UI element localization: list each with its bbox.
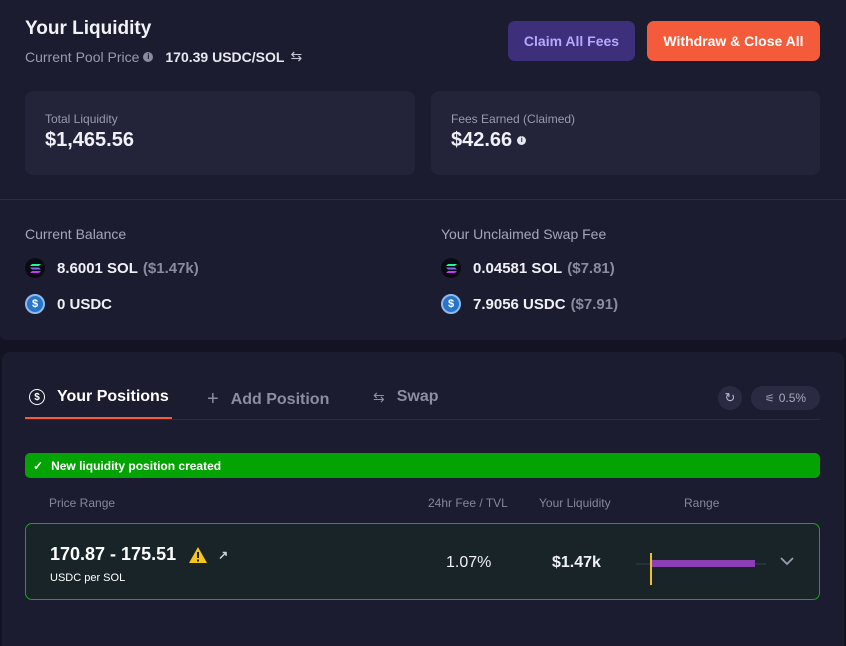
fees-earned-amount: $42.66 bbox=[451, 129, 513, 151]
swap-icon: ⇆ bbox=[373, 388, 385, 405]
active-tab-indicator bbox=[25, 417, 172, 419]
withdraw-close-all-button[interactable]: Withdraw & Close All bbox=[647, 21, 820, 61]
total-liquidity-card: Total Liquidity $1,465.56 bbox=[25, 91, 415, 175]
tab-label: Add Position bbox=[230, 390, 330, 408]
chevron-down-icon[interactable] bbox=[778, 552, 796, 570]
balance-sol-amount: 8.6001 SOL bbox=[57, 259, 138, 277]
position-row[interactable]: 170.87 - 175.51 ↗ USDC per SOL 1.07% $1.… bbox=[25, 523, 820, 600]
sliders-icon: ⚟ bbox=[764, 392, 775, 405]
dollar-circle-icon: $ bbox=[29, 389, 45, 405]
divider bbox=[0, 199, 846, 200]
current-price-marker bbox=[650, 553, 652, 585]
success-toast: ✓ New liquidity position created bbox=[25, 453, 820, 478]
positions-panel: $ Your Positions + Add Position ⇆ Swap ↻… bbox=[2, 352, 844, 646]
balance-sol-row: 8.6001 SOL ($1.47k) bbox=[25, 258, 199, 278]
tab-your-positions[interactable]: $ Your Positions bbox=[29, 388, 169, 406]
column-header-fee-tvl: 24hr Fee / TVL bbox=[428, 496, 508, 510]
tab-swap[interactable]: ⇆ Swap bbox=[373, 388, 439, 406]
total-liquidity-value: $1,465.56 bbox=[45, 129, 134, 152]
refresh-button[interactable]: ↻ bbox=[718, 386, 742, 410]
position-liquidity: $1.47k bbox=[552, 554, 601, 571]
total-liquidity-amount: $1,465.56 bbox=[45, 129, 134, 151]
page-title: Your Liquidity bbox=[25, 18, 152, 39]
unclaimed-usdc-row: $ 7.9056 USDC ($7.91) bbox=[441, 294, 618, 314]
unclaimed-sol-amount: 0.04581 SOL bbox=[473, 259, 563, 277]
usdc-icon: $ bbox=[25, 294, 45, 314]
balance-sol-usd: ($1.47k) bbox=[142, 259, 199, 277]
position-price-range: 170.87 - 175.51 ↗ bbox=[50, 544, 228, 565]
slippage-value: 0.5% bbox=[778, 391, 807, 405]
usdc-icon: $ bbox=[441, 294, 461, 314]
tab-add-position[interactable]: + Add Position bbox=[207, 388, 329, 411]
pool-price-label: Current Pool Price bbox=[25, 48, 140, 65]
unclaimed-sol-row: 0.04581 SOL ($7.81) bbox=[441, 258, 615, 278]
fees-earned-value: $42.66 i bbox=[451, 129, 527, 152]
tabs-divider bbox=[25, 419, 820, 420]
unclaimed-usdc-usd: ($7.91) bbox=[570, 295, 619, 313]
column-header-liquidity: Your Liquidity bbox=[539, 496, 611, 510]
total-liquidity-label: Total Liquidity bbox=[45, 112, 118, 126]
solana-icon bbox=[441, 258, 461, 278]
current-balance-heading: Current Balance bbox=[25, 226, 127, 242]
pool-price-row: Current Pool Price i 170.39 USDC/SOL ⇆ bbox=[25, 48, 302, 65]
range-chart bbox=[636, 553, 766, 585]
position-unit: USDC per SOL bbox=[50, 572, 126, 584]
pool-price-value: 170.39 USDC/SOL bbox=[165, 48, 285, 65]
balance-usdc-amount: 0 USDC bbox=[57, 295, 113, 313]
tab-label: Your Positions bbox=[57, 388, 169, 405]
column-header-price-range: Price Range bbox=[49, 496, 116, 510]
column-header-range: Range bbox=[684, 496, 720, 510]
liquidity-summary-panel: Your Liquidity Current Pool Price i 170.… bbox=[0, 0, 846, 340]
warning-icon[interactable] bbox=[188, 546, 208, 564]
unclaimed-fee-heading: Your Unclaimed Swap Fee bbox=[441, 226, 607, 242]
toast-message: New liquidity position created bbox=[51, 458, 222, 473]
info-icon[interactable]: i bbox=[143, 51, 154, 62]
external-link-icon[interactable]: ↗ bbox=[218, 547, 229, 562]
check-icon: ✓ bbox=[33, 458, 44, 473]
fees-earned-label: Fees Earned (Claimed) bbox=[451, 112, 576, 126]
refresh-icon: ↻ bbox=[724, 390, 736, 405]
unclaimed-sol-usd: ($7.81) bbox=[567, 259, 615, 277]
claim-all-fees-button[interactable]: Claim All Fees bbox=[508, 21, 635, 61]
plus-icon: + bbox=[207, 388, 219, 410]
position-fee-tvl: 1.07% bbox=[446, 554, 492, 571]
unclaimed-usdc-amount: 7.9056 USDC bbox=[473, 295, 566, 313]
info-icon[interactable]: i bbox=[517, 136, 527, 145]
range-bar bbox=[652, 560, 755, 567]
tab-label: Swap bbox=[396, 388, 439, 405]
slippage-settings-button[interactable]: ⚟ 0.5% bbox=[751, 386, 820, 410]
invert-price-icon[interactable]: ⇆ bbox=[290, 48, 303, 64]
balance-usdc-row: $ 0 USDC bbox=[25, 294, 112, 314]
position-range-text: 170.87 - 175.51 bbox=[50, 544, 177, 564]
fees-earned-card: Fees Earned (Claimed) $42.66 i bbox=[431, 91, 820, 175]
solana-icon bbox=[25, 258, 45, 278]
